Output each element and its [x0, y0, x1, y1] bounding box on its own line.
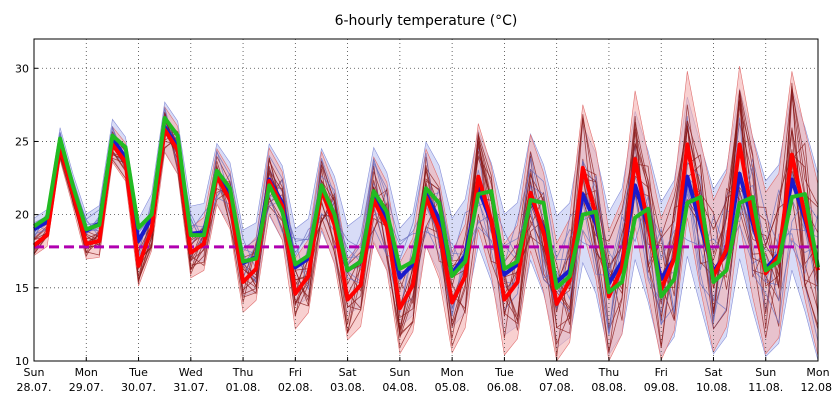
- x-tick-day: Sun: [755, 366, 776, 379]
- x-tick-date: 12.08.: [801, 381, 832, 394]
- x-tick-day: Fri: [289, 366, 302, 379]
- x-tick-day: Mon: [806, 366, 829, 379]
- x-tick-day: Thu: [232, 366, 254, 379]
- x-tick-date: 05.08.: [435, 381, 470, 394]
- x-tick-date: 28.07.: [17, 381, 52, 394]
- x-tick-date: 08.08.: [591, 381, 626, 394]
- x-tick-day: Thu: [598, 366, 620, 379]
- x-tick-date: 30.07.: [121, 381, 156, 394]
- x-tick-date: 01.08.: [226, 381, 261, 394]
- x-tick-date: 06.08.: [487, 381, 522, 394]
- x-tick-date: 03.08.: [330, 381, 365, 394]
- x-tick-date: 04.08.: [382, 381, 417, 394]
- chart-title: 6-hourly temperature (°C): [335, 13, 518, 29]
- x-tick-day: Sun: [24, 366, 45, 379]
- series-lines: [32, 116, 820, 311]
- x-tick-day: Sat: [339, 366, 358, 379]
- y-tick-label: 30: [15, 62, 29, 75]
- x-tick-day: Sat: [704, 366, 723, 379]
- plot-frame: [33, 38, 819, 362]
- y-tick-label: 25: [15, 135, 29, 148]
- x-tick-day: Sun: [389, 366, 410, 379]
- x-tick-day: Tue: [128, 366, 148, 379]
- x-tick-date: 10.08.: [696, 381, 731, 394]
- y-tick-label: 10: [15, 355, 29, 368]
- series-line-green: [32, 116, 820, 299]
- x-tick-date: 07.08.: [539, 381, 574, 394]
- x-tick-date: 31.07.: [173, 381, 208, 394]
- x-tick-day: Mon: [75, 366, 98, 379]
- x-tick-date: 02.08.: [278, 381, 313, 394]
- x-tick-day: Wed: [545, 366, 569, 379]
- x-tick-day: Mon: [441, 366, 464, 379]
- y-tick-label: 20: [15, 209, 29, 222]
- x-axis-ticks: Sun 28.07. Mon 29.07. Tue 30.07. Wed 31.07. Thu 0…: [17, 357, 832, 394]
- y-axis-ticks: 10 15 20 25 30: [15, 62, 38, 368]
- x-tick-date: 09.08.: [644, 381, 679, 394]
- x-tick-day: Tue: [494, 366, 514, 379]
- y-tick-label: 15: [15, 282, 29, 295]
- x-tick-date: 29.07.: [69, 381, 104, 394]
- x-tick-date: 11.08.: [748, 381, 783, 394]
- x-tick-day: Fri: [655, 366, 668, 379]
- x-tick-day: Wed: [179, 366, 203, 379]
